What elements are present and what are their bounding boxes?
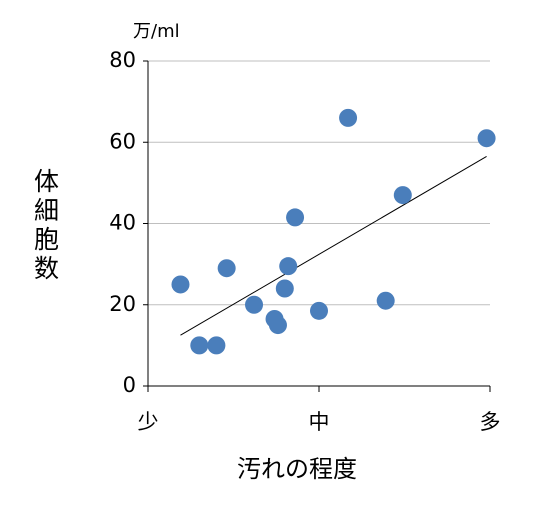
- data-point: [171, 275, 190, 294]
- x-tick-label: 多: [480, 410, 501, 434]
- y-tick-label: 20: [109, 292, 136, 316]
- data-point: [275, 279, 294, 298]
- y-axis-label: 体細胞数: [31, 168, 60, 284]
- data-point: [268, 316, 287, 335]
- y-tick-label: 60: [109, 129, 136, 153]
- data-point: [245, 295, 264, 314]
- x-tick-label: 中: [309, 410, 330, 434]
- y-unit: 万/ml: [133, 21, 180, 42]
- data-point: [207, 336, 226, 355]
- y-tick-label: 0: [123, 373, 136, 397]
- y-tick-label: 40: [109, 211, 136, 235]
- data-point: [286, 208, 305, 227]
- data-point: [310, 301, 328, 320]
- y-tick-label: 80: [109, 48, 136, 72]
- data-point: [279, 257, 298, 276]
- data-point: [190, 336, 209, 355]
- data-point: [393, 186, 412, 205]
- x-tick-label: 少: [138, 410, 159, 434]
- x-axis-label: 汚れの程度: [237, 455, 357, 483]
- trendline: [180, 156, 487, 336]
- data-point: [477, 129, 496, 148]
- data-point: [217, 259, 236, 278]
- data-point: [339, 108, 358, 127]
- data-point: [376, 291, 395, 310]
